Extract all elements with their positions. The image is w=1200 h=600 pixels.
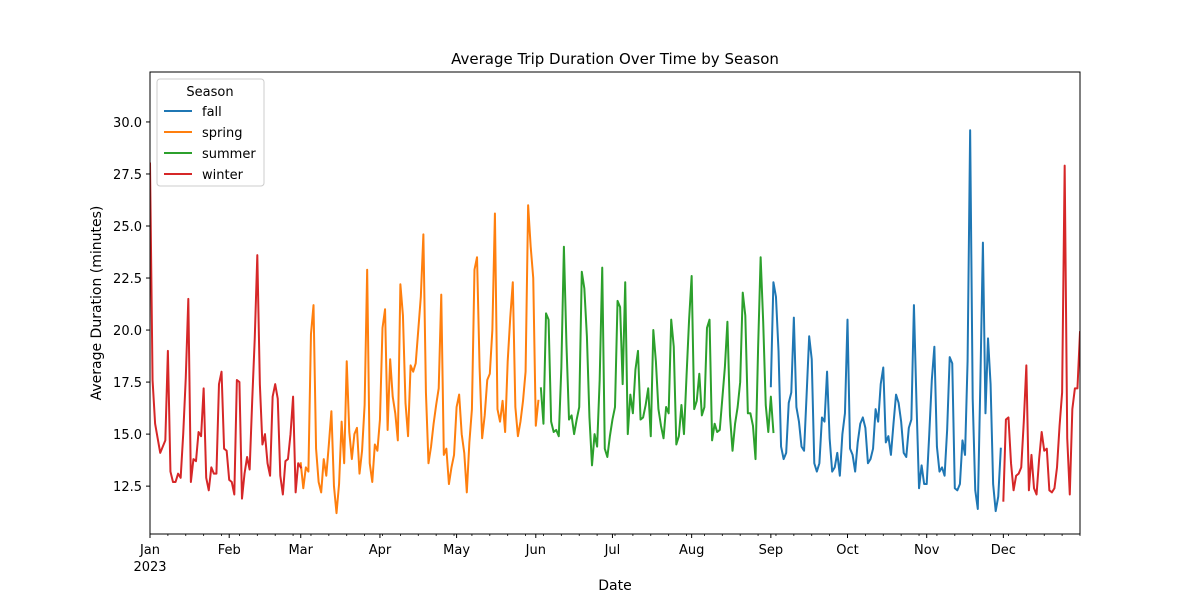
x-tick-label: Apr [369,543,392,558]
legend-items: fall spring summer winter [164,105,256,183]
y-tick-label: 22.5 [113,272,142,287]
series-line-spring [299,204,540,515]
x-tick-label: Jun [525,543,546,558]
chart-title: Average Trip Duration Over Time by Seaso… [451,50,779,68]
x-tick-label: Oct [836,543,858,558]
x-tick-label: Aug [679,543,704,558]
legend-label-fall: fall [202,105,222,120]
x-tick-label: Sep [759,543,784,558]
x-axis: Jan 2023 Feb Mar Apr May Jun Jul Aug Sep Oct Nov Dec [133,534,1081,575]
x-axis-label: Date [598,578,631,594]
y-tick-label: 17.5 [113,376,142,391]
y-axis: 12.5 15.0 17.5 20.0 22.5 25.0 27.5 30.0 [113,116,150,495]
plot-area [149,71,1081,535]
legend-label-spring: spring [202,126,242,141]
x-tick-label: Mar [288,543,313,558]
legend-title: Season [186,85,233,100]
legend-label-summer: summer [202,147,256,162]
x-tick-label: Dec [991,543,1016,558]
x-tick-label: Nov [914,543,940,558]
x-tick-sublabel: 2023 [133,560,166,575]
series-line-winter [150,162,303,500]
y-tick-label: 20.0 [113,324,142,339]
series-line-summer [539,245,775,467]
x-tick-label: Jul [604,543,621,558]
legend-label-winter: winter [202,168,244,183]
x-tick-label: Feb [218,543,241,558]
series-line-fall [769,129,1002,513]
x-tick-label: Jan [139,543,160,558]
y-axis-label: Average Duration (minutes) [89,206,105,401]
y-tick-label: 25.0 [113,220,142,235]
legend: Season fall spring summer winter [156,78,265,187]
series-layer [150,129,1080,515]
y-tick-label: 27.5 [113,168,142,183]
x-tick-label: May [443,543,470,558]
y-tick-label: 12.5 [113,480,142,495]
y-tick-label: 30.0 [113,116,142,131]
series-line-winter [1002,164,1080,502]
y-tick-label: 15.0 [113,428,142,443]
legend-box [156,78,265,187]
